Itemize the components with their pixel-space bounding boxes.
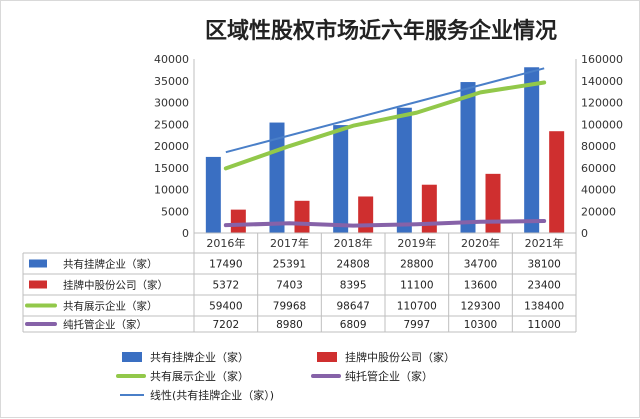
y-left-tick-label: 20000 <box>154 140 189 153</box>
table-key-swatch <box>29 280 47 289</box>
table-row-label: 共有挂牌企业（家） <box>63 258 158 271</box>
y-right-tick-label: 60000 <box>581 162 616 175</box>
table-cell: 34700 <box>464 259 497 271</box>
bar-listed-3 <box>396 107 412 233</box>
x-tick-label: 2020年 <box>461 236 500 250</box>
table-cell: 25391 <box>273 259 306 271</box>
table-cell: 129300 <box>460 301 500 313</box>
y-left-tick-label: 15000 <box>154 162 189 175</box>
y-right-tick-label: 20000 <box>581 205 616 218</box>
line-displayed <box>223 80 547 171</box>
bar-joint-stock-2 <box>358 196 374 233</box>
table-cell: 24808 <box>336 259 369 271</box>
bar-listed-0 <box>205 156 221 233</box>
table-key-swatch <box>29 259 47 268</box>
bar-joint-stock-5 <box>549 131 565 233</box>
bar-joint-stock-0 <box>230 209 246 233</box>
table-row-label: 共有展示企业（家） <box>63 300 158 313</box>
table-cell: 11100 <box>400 280 433 292</box>
line-custody <box>223 219 547 228</box>
table-cell: 8980 <box>276 319 303 331</box>
trendline-listed <box>225 67 545 154</box>
table-cell: 79968 <box>273 301 306 313</box>
x-tick-label: 2017年 <box>270 236 309 250</box>
bar-listed-5 <box>524 67 540 233</box>
y-right-tick-label: 120000 <box>581 97 623 110</box>
table-cell: 138400 <box>524 301 564 313</box>
y-right-tick-label: 100000 <box>581 118 623 131</box>
legend-swatch <box>317 352 337 362</box>
legend-label: 纯托管企业（家） <box>345 369 433 383</box>
y-right-tick-label: 0 <box>581 227 588 240</box>
table-cell: 13600 <box>464 280 497 292</box>
legend-label: 挂牌中股份公司（家） <box>345 350 455 364</box>
table-cell: 110700 <box>397 301 437 313</box>
y-left-tick-label: 40000 <box>154 53 189 66</box>
y-left-tick-label: 0 <box>182 227 189 240</box>
table-cell: 28800 <box>400 259 433 271</box>
table-cell: 7202 <box>212 319 239 331</box>
y-right-tick-label: 140000 <box>581 75 623 88</box>
y-left-tick-label: 35000 <box>154 75 189 88</box>
legend-swatch <box>122 352 142 362</box>
x-tick-label: 2021年 <box>525 236 564 250</box>
table-row-label: 挂牌中股份公司（家） <box>63 279 168 292</box>
table-cell: 6809 <box>340 319 367 331</box>
table-cell: 23400 <box>527 280 560 292</box>
bar-joint-stock-4 <box>485 173 501 233</box>
table-cell: 98647 <box>336 301 369 313</box>
table-cell: 59400 <box>209 301 242 313</box>
y-right-tick-label: 40000 <box>581 184 616 197</box>
x-tick-label: 2016年 <box>206 236 245 250</box>
y-right-tick-label: 160000 <box>581 53 623 66</box>
table-cell: 5372 <box>212 280 239 292</box>
table-cell: 8395 <box>340 280 367 292</box>
table-cell: 17490 <box>209 259 242 271</box>
table-row-label: 纯托管企业（家） <box>63 318 147 331</box>
y-left-tick-label: 10000 <box>154 184 189 197</box>
y-left-tick-label: 30000 <box>154 97 189 110</box>
bar-listed-4 <box>460 82 476 234</box>
x-tick-label: 2018年 <box>334 236 373 250</box>
legend-label: 共有展示企业（家） <box>150 369 249 383</box>
y-right-tick-label: 80000 <box>581 140 616 153</box>
legend-label: 线性(共有挂牌企业（家）) <box>150 388 274 402</box>
bar-joint-stock-1 <box>294 200 310 233</box>
y-left-tick-label: 25000 <box>154 118 189 131</box>
table-cell: 10300 <box>464 319 497 331</box>
table-cell: 11000 <box>527 319 560 331</box>
x-tick-label: 2019年 <box>397 236 436 250</box>
legend-label: 共有挂牌企业（家） <box>150 350 249 364</box>
table-cell: 7997 <box>403 319 430 331</box>
chart-title: 区域性股权市场近六年服务企业情况 <box>205 18 557 44</box>
y-left-tick-label: 5000 <box>161 205 189 218</box>
table-cell: 38100 <box>527 259 560 271</box>
bar-joint-stock-3 <box>421 184 437 233</box>
table-cell: 7403 <box>276 280 303 292</box>
bar-listed-2 <box>333 125 349 233</box>
